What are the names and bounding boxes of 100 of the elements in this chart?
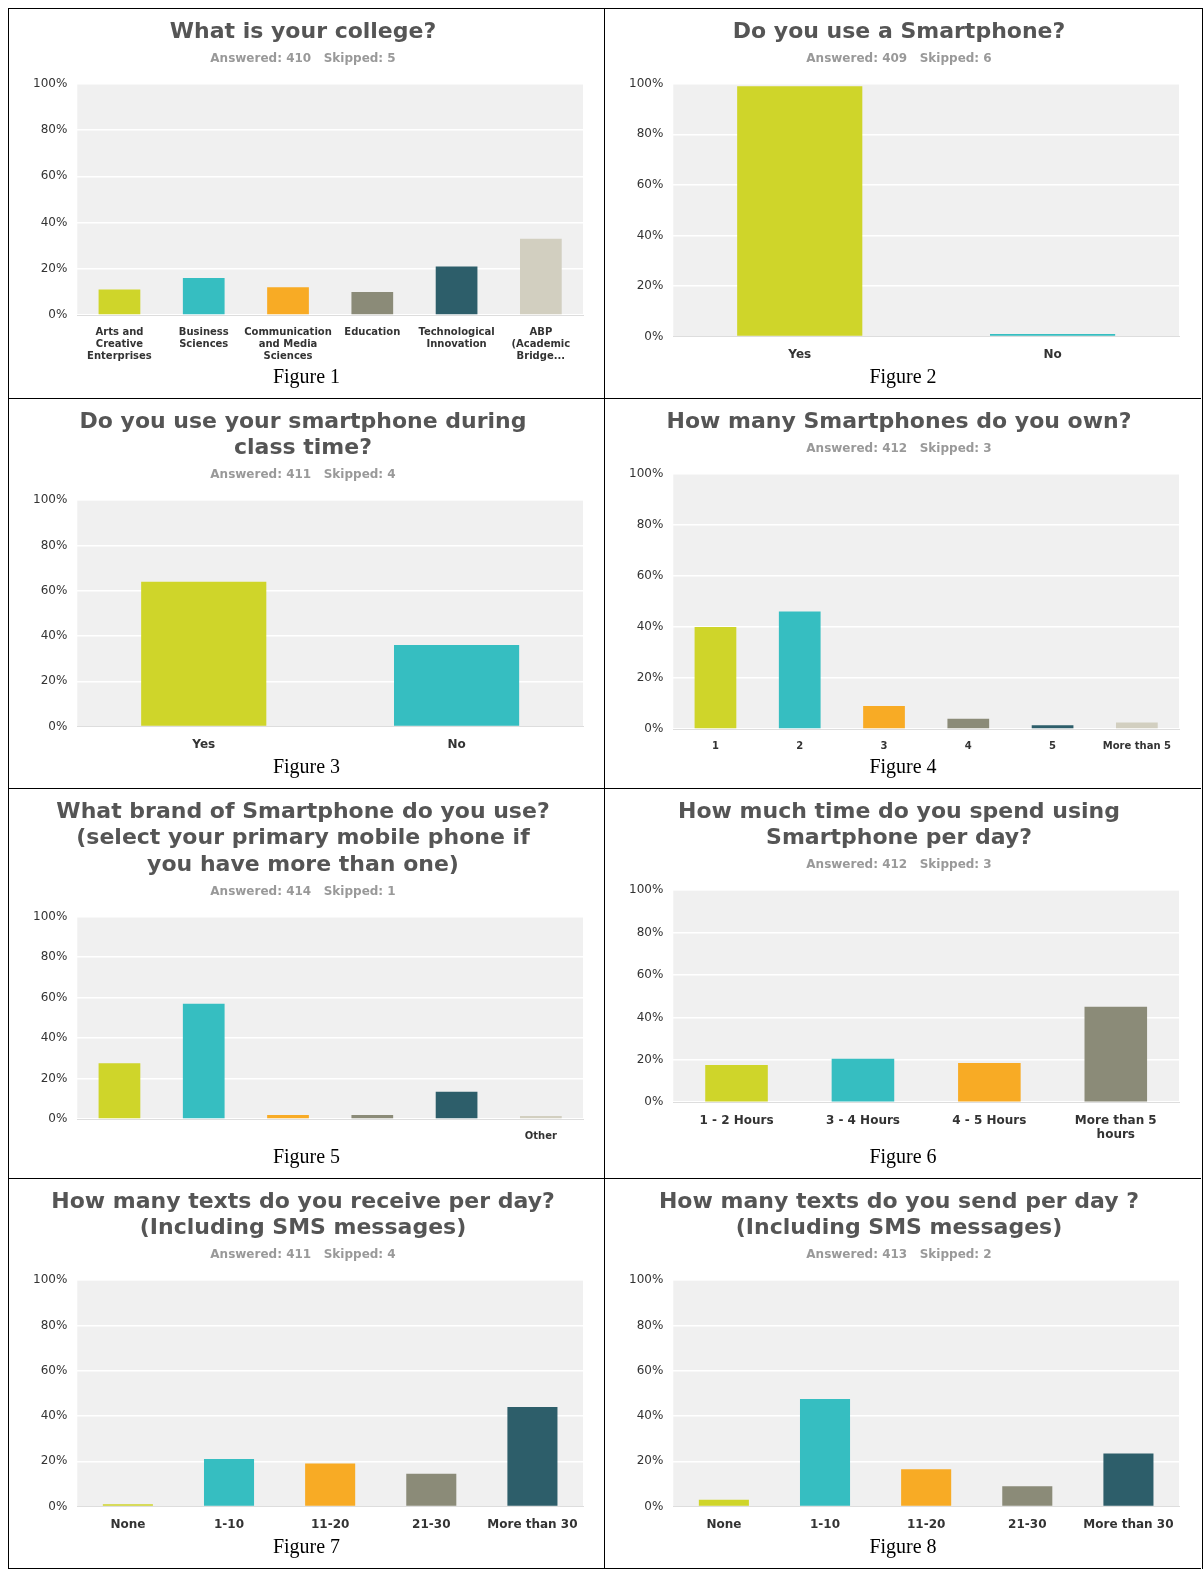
x-tick-label: 2 — [796, 739, 804, 751]
bar — [1002, 1486, 1053, 1506]
chart-title: Do you use your smartphone during class time? — [79, 407, 526, 460]
x-tick-label: 3 — [880, 739, 888, 751]
x-tick-label: Communication and Media Sciences — [243, 325, 332, 361]
y-tick-label: 80% — [636, 1317, 664, 1332]
y-tick-label: 0% — [47, 1498, 67, 1513]
bar — [182, 278, 225, 315]
chart-subtitle: Answered: 412 Skipped: 3 — [806, 440, 992, 455]
y-tick-label: 60% — [40, 989, 67, 1004]
y-tick-label: 80% — [636, 126, 664, 141]
y-tick-label: 80% — [636, 516, 664, 531]
bar — [435, 1091, 477, 1119]
y-tick-label: 40% — [636, 227, 664, 242]
bar — [519, 238, 562, 315]
y-tick-label: 60% — [636, 967, 664, 982]
bar — [831, 1058, 895, 1102]
x-tick-label: Education — [343, 325, 400, 337]
chart-title: What brand of Smartphone do you use? (select your primary mobile phone if you have more than one) — [55, 797, 550, 876]
y-tick-label: 40% — [636, 1009, 664, 1024]
x-tick-label: 21-30 — [411, 1516, 450, 1531]
caption: Figure 8 — [869, 1535, 937, 1558]
x-tick-label: Arts and Creative Enterprises — [86, 325, 152, 361]
y-tick-label: 60% — [40, 1362, 67, 1377]
x-tick-label: 4 — [964, 739, 972, 751]
chart-title: How much time do you spend using Smartphone per day? — [678, 797, 1120, 850]
bar — [901, 1469, 952, 1506]
x-tick-label: 11-20 — [310, 1516, 349, 1531]
bar — [947, 718, 990, 729]
x-tick-label: 1-10 — [213, 1516, 244, 1531]
y-tick-label: 0% — [644, 721, 664, 736]
bar — [203, 1459, 254, 1506]
x-tick-label: More than 5 — [1102, 739, 1172, 751]
y-tick-label: 0% — [47, 307, 67, 322]
x-tick-label: No — [1043, 346, 1062, 361]
y-tick-label: 80% — [40, 537, 67, 552]
bar — [694, 626, 737, 729]
bar — [435, 266, 477, 315]
y-tick-label: 20% — [40, 673, 67, 688]
chart-title: How many Smartphones do you own? — [666, 407, 1132, 433]
x-tick-label: 1-10 — [810, 1516, 841, 1531]
chart-subtitle: Answered: 411 Skipped: 4 — [209, 467, 396, 482]
x-tick-label: Yes — [787, 346, 812, 361]
x-tick-label: Technological Innovation — [417, 325, 495, 349]
y-tick-label: 0% — [47, 718, 67, 733]
bar — [266, 287, 309, 315]
y-tick-label: 0% — [644, 1498, 664, 1513]
x-tick-label: ABP (Academic Bridge... — [511, 325, 570, 361]
y-tick-label: 20% — [636, 278, 664, 293]
y-tick-label: 60% — [636, 1362, 664, 1377]
y-tick-label: 20% — [40, 1453, 67, 1468]
x-tick-label: Other — [524, 1129, 557, 1141]
bar — [506, 1406, 557, 1506]
caption: Figure 3 — [272, 755, 341, 778]
y-tick-label: 80% — [40, 949, 67, 964]
bar — [405, 1473, 456, 1506]
caption: Figure 7 — [272, 1535, 341, 1558]
chart-subtitle: Answered: 414 Skipped: 1 — [209, 883, 396, 898]
x-tick-label: None — [706, 1516, 742, 1531]
bar — [778, 611, 821, 729]
bar — [98, 1063, 140, 1119]
chart-subtitle: Answered: 410 Skipped: 5 — [209, 50, 396, 65]
bar — [863, 706, 905, 729]
y-tick-label: 40% — [40, 628, 67, 643]
bar — [1031, 725, 1074, 729]
x-tick-label: 3 - 4 Hours — [825, 1112, 900, 1127]
y-tick-label: 60% — [636, 177, 664, 192]
y-tick-label: 20% — [40, 260, 67, 275]
y-tick-label: 20% — [636, 670, 664, 685]
chart-subtitle: Answered: 409 Skipped: 6 — [806, 50, 992, 65]
y-tick-label: 40% — [636, 1408, 664, 1423]
y-tick-label: 100% — [628, 75, 664, 90]
chart-title: Do you use a Smartphone? — [732, 17, 1066, 43]
x-tick-label: None — [109, 1516, 145, 1531]
bar — [98, 289, 140, 315]
y-tick-label: 0% — [644, 328, 664, 343]
x-tick-label: 4 - 5 Hours — [952, 1112, 1027, 1127]
caption: Figure 5 — [272, 1145, 341, 1168]
y-tick-label: 20% — [636, 1453, 664, 1468]
y-tick-label: 40% — [40, 214, 67, 229]
caption: Figure 6 — [869, 1145, 937, 1168]
bar — [799, 1399, 851, 1506]
y-tick-label: 100% — [32, 492, 67, 507]
y-tick-label: 100% — [628, 465, 664, 480]
caption: Figure 1 — [272, 365, 341, 388]
y-tick-label: 20% — [40, 1070, 67, 1085]
x-tick-label: 21-30 — [1008, 1516, 1047, 1531]
bar — [705, 1065, 768, 1102]
y-tick-label: 40% — [636, 619, 664, 634]
y-tick-label: 80% — [40, 122, 67, 137]
bar — [182, 1003, 225, 1119]
chart-title: How many texts do you receive per day? (Including SMS messages) — [50, 1187, 555, 1240]
y-tick-label: 100% — [32, 1272, 67, 1287]
y-tick-label: 60% — [40, 582, 67, 597]
chart-subtitle: Answered: 413 Skipped: 2 — [806, 1247, 992, 1262]
x-tick-label: 5 — [1049, 739, 1057, 751]
y-tick-label: 60% — [636, 568, 664, 583]
y-tick-label: 100% — [628, 882, 664, 897]
bar — [350, 291, 393, 315]
bar — [266, 1114, 309, 1119]
